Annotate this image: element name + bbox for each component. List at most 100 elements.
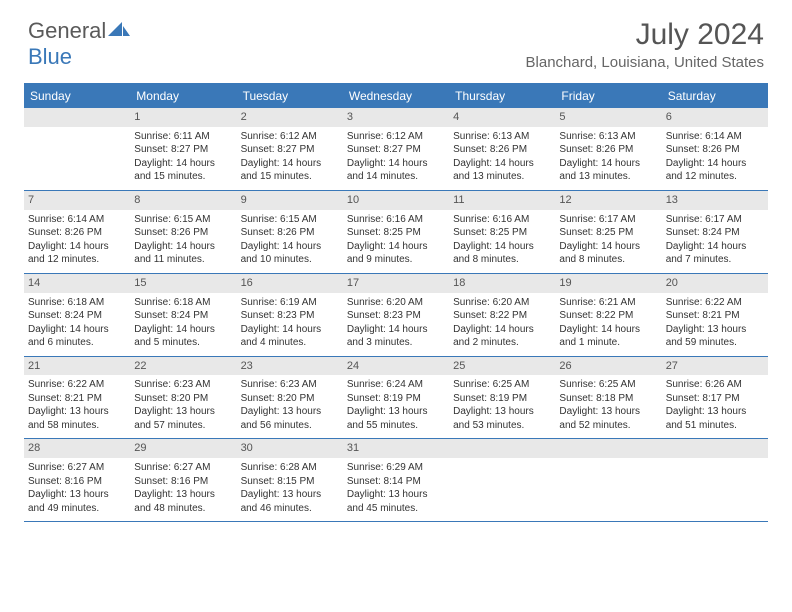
sunset-text: Sunset: 8:20 PM [241,392,339,406]
sunrise-text: Sunrise: 6:28 AM [241,461,339,475]
day-header: Tuesday [237,84,343,108]
day-number: 4 [449,108,555,127]
day-header: Wednesday [343,84,449,108]
month-title: July 2024 [526,18,764,52]
day-header: Monday [130,84,236,108]
day-cell [24,108,130,190]
day-cell: 6Sunrise: 6:14 AMSunset: 8:26 PMDaylight… [662,108,768,190]
day-body: Sunrise: 6:15 AMSunset: 8:26 PMDaylight:… [237,210,343,273]
sunset-text: Sunset: 8:14 PM [347,475,445,489]
day-cell: 25Sunrise: 6:25 AMSunset: 8:19 PMDayligh… [449,357,555,439]
day-number: 20 [662,274,768,293]
sunrise-text: Sunrise: 6:17 AM [666,213,764,227]
day-number: 22 [130,357,236,376]
sunset-text: Sunset: 8:27 PM [134,143,232,157]
day-body: Sunrise: 6:28 AMSunset: 8:15 PMDaylight:… [237,458,343,521]
day-number [662,439,768,458]
daylight-text: Daylight: 14 hours and 3 minutes. [347,323,445,350]
daylight-text: Daylight: 14 hours and 2 minutes. [453,323,551,350]
sunrise-text: Sunrise: 6:12 AM [241,130,339,144]
daylight-text: Daylight: 14 hours and 12 minutes. [666,157,764,184]
logo: General Blue [28,18,130,70]
day-cell: 8 Sunrise: 6:15 AMSunset: 8:26 PMDaylight… [130,191,236,273]
daylight-text: Daylight: 14 hours and 11 minutes. [134,240,232,267]
sunset-text: Sunset: 8:26 PM [453,143,551,157]
day-body: Sunrise: 6:20 AMSunset: 8:23 PMDaylight:… [343,293,449,356]
title-block: July 2024 Blanchard, Louisiana, United S… [526,18,764,71]
sunset-text: Sunset: 8:18 PM [559,392,657,406]
sunset-text: Sunset: 8:20 PM [134,392,232,406]
day-header: Sunday [24,84,130,108]
day-cell: 27Sunrise: 6:26 AMSunset: 8:17 PMDayligh… [662,357,768,439]
day-number: 28 [24,439,130,458]
day-body: Sunrise: 6:14 AMSunset: 8:26 PMDaylight:… [662,127,768,190]
sunrise-text: Sunrise: 6:16 AM [347,213,445,227]
sunrise-text: Sunrise: 6:25 AM [453,378,551,392]
day-cell: 24Sunrise: 6:24 AMSunset: 8:19 PMDayligh… [343,357,449,439]
day-cell: 22Sunrise: 6:23 AMSunset: 8:20 PMDayligh… [130,357,236,439]
day-number: 13 [662,191,768,210]
day-cell: 9Sunrise: 6:15 AMSunset: 8:26 PMDaylight… [237,191,343,273]
day-number: 17 [343,274,449,293]
sunrise-text: Sunrise: 6:15 AM [134,213,232,227]
day-number: 19 [555,274,661,293]
day-body: Sunrise: 6:25 AMSunset: 8:18 PMDaylight:… [555,375,661,438]
sunset-text: Sunset: 8:24 PM [134,309,232,323]
sunrise-text: Sunrise: 6:13 AM [453,130,551,144]
daylight-text: Daylight: 13 hours and 52 minutes. [559,405,657,432]
day-cell: 16Sunrise: 6:19 AMSunset: 8:23 PMDayligh… [237,274,343,356]
day-cell: 4Sunrise: 6:13 AMSunset: 8:26 PMDaylight… [449,108,555,190]
sunset-text: Sunset: 8:16 PM [134,475,232,489]
daylight-text: Daylight: 13 hours and 59 minutes. [666,323,764,350]
day-body: Sunrise: 6:27 AMSunset: 8:16 PMDaylight:… [24,458,130,521]
sunset-text: Sunset: 8:27 PM [241,143,339,157]
sunset-text: Sunset: 8:16 PM [28,475,126,489]
day-number: 27 [662,357,768,376]
day-header: Thursday [449,84,555,108]
sunset-text: Sunset: 8:23 PM [241,309,339,323]
daylight-text: Daylight: 13 hours and 51 minutes. [666,405,764,432]
sunset-text: Sunset: 8:21 PM [666,309,764,323]
sunset-text: Sunset: 8:17 PM [666,392,764,406]
day-cell: 5Sunrise: 6:13 AMSunset: 8:26 PMDaylight… [555,108,661,190]
sunset-text: Sunset: 8:25 PM [559,226,657,240]
sunset-text: Sunset: 8:24 PM [28,309,126,323]
daylight-text: Daylight: 14 hours and 15 minutes. [134,157,232,184]
sunrise-text: Sunrise: 6:20 AM [453,296,551,310]
sunset-text: Sunset: 8:26 PM [28,226,126,240]
sunset-text: Sunset: 8:27 PM [347,143,445,157]
day-cell: 3Sunrise: 6:12 AMSunset: 8:27 PMDaylight… [343,108,449,190]
day-cell: 11Sunrise: 6:16 AMSunset: 8:25 PMDayligh… [449,191,555,273]
sunset-text: Sunset: 8:24 PM [666,226,764,240]
header: General Blue July 2024 Blanchard, Louisi… [0,0,792,75]
day-cell: 13Sunrise: 6:17 AMSunset: 8:24 PMDayligh… [662,191,768,273]
sunset-text: Sunset: 8:26 PM [134,226,232,240]
day-cell: 10Sunrise: 6:16 AMSunset: 8:25 PMDayligh… [343,191,449,273]
daylight-text: Daylight: 14 hours and 9 minutes. [347,240,445,267]
calendar: SundayMondayTuesdayWednesdayThursdayFrid… [24,83,768,522]
daylight-text: Daylight: 14 hours and 8 minutes. [559,240,657,267]
day-body: Sunrise: 6:17 AMSunset: 8:24 PMDaylight:… [662,210,768,273]
sunrise-text: Sunrise: 6:27 AM [28,461,126,475]
sunrise-text: Sunrise: 6:29 AM [347,461,445,475]
day-number: 18 [449,274,555,293]
sunrise-text: Sunrise: 6:18 AM [28,296,126,310]
day-number: 8 [130,191,236,210]
day-number: 25 [449,357,555,376]
sunrise-text: Sunrise: 6:24 AM [347,378,445,392]
day-body: Sunrise: 6:21 AMSunset: 8:22 PMDaylight:… [555,293,661,356]
sunrise-text: Sunrise: 6:21 AM [559,296,657,310]
sunset-text: Sunset: 8:19 PM [347,392,445,406]
sunset-text: Sunset: 8:25 PM [347,226,445,240]
week-row: 21Sunrise: 6:22 AMSunset: 8:21 PMDayligh… [24,357,768,440]
day-header: Saturday [662,84,768,108]
day-number: 3 [343,108,449,127]
day-number: 11 [449,191,555,210]
sunrise-text: Sunrise: 6:22 AM [666,296,764,310]
daylight-text: Daylight: 14 hours and 10 minutes. [241,240,339,267]
location: Blanchard, Louisiana, United States [526,54,764,71]
day-number: 12 [555,191,661,210]
day-body: Sunrise: 6:13 AMSunset: 8:26 PMDaylight:… [449,127,555,190]
day-number [449,439,555,458]
day-number: 15 [130,274,236,293]
